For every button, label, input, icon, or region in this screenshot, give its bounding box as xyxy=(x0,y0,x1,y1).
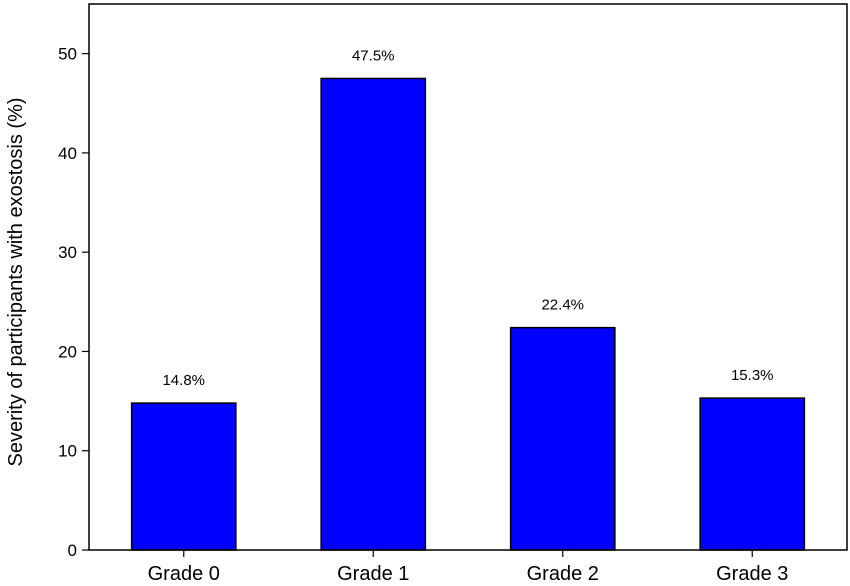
y-tick-label: 0 xyxy=(68,541,77,560)
y-tick-label: 10 xyxy=(58,442,77,461)
bar-grade-2 xyxy=(509,326,616,551)
x-category-label: Grade 1 xyxy=(337,563,409,585)
bar-data-label: 14.8% xyxy=(162,372,205,389)
y-tick-label: 40 xyxy=(58,144,77,163)
y-tick-label: 50 xyxy=(58,45,77,64)
x-category-label: Grade 3 xyxy=(716,563,788,585)
bars-group: 14.8% 47.5% 22.4% 15.3% xyxy=(130,47,806,551)
bar-data-label: 15.3% xyxy=(731,367,774,384)
x-category-label: Grade 0 xyxy=(148,563,220,585)
bar-grade-3 xyxy=(699,397,806,551)
bar-data-label: 47.5% xyxy=(352,47,395,64)
x-category-label: Grade 2 xyxy=(527,563,599,585)
y-tick-label: 20 xyxy=(58,342,77,361)
y-axis-ticks: 0 10 20 30 40 50 xyxy=(58,45,89,560)
bar-grade-1 xyxy=(320,77,427,551)
y-tick-label: 30 xyxy=(58,243,77,262)
bar-data-label: 22.4% xyxy=(541,297,584,314)
bar-grade-0 xyxy=(130,402,237,551)
x-axis-ticks: Grade 0 Grade 1 Grade 2 Grade 3 xyxy=(148,550,788,585)
y-axis-title: Severity of participants with exostosis … xyxy=(5,97,27,466)
plot-area-frame xyxy=(88,3,848,551)
